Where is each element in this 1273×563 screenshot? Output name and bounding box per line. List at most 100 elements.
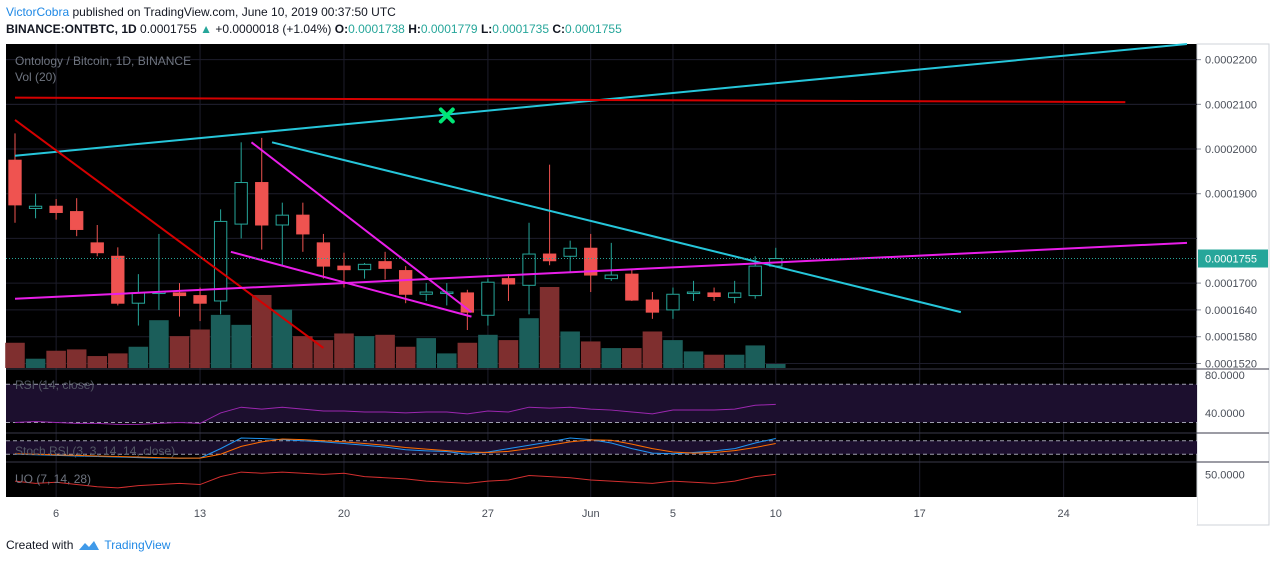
price-change: +0.0000018 (+1.04%) xyxy=(215,22,332,36)
volume-bar xyxy=(46,350,66,368)
uo-line xyxy=(14,471,776,489)
volume-bar xyxy=(149,320,169,368)
time-tick-label: 17 xyxy=(914,508,926,520)
candle-up xyxy=(666,293,680,311)
price-tick-label: 0.0002200 xyxy=(1205,55,1257,67)
volume-bar xyxy=(87,356,108,368)
volume-bar xyxy=(395,346,416,368)
volume-bar xyxy=(704,354,724,368)
chart-title: Ontology / Bitcoin, 1D, BINANCE xyxy=(15,54,191,68)
high-label: H: xyxy=(408,22,421,36)
marker-stroke xyxy=(438,107,455,124)
publish-line: VictorCobra published on TradingView.com… xyxy=(6,5,396,19)
candle-down xyxy=(378,261,392,269)
candle-down xyxy=(193,295,207,304)
tradingview-brand-link[interactable]: TradingView xyxy=(104,538,171,552)
rsi-label: RSI (14, close) xyxy=(15,378,94,392)
tradingview-cloud-icon xyxy=(79,541,100,550)
trendline-ascending-magenta xyxy=(14,241,1188,300)
candle-down xyxy=(398,270,413,295)
candle-up xyxy=(213,220,228,302)
trendline-horizontal-resistance-red xyxy=(14,96,1126,104)
trendline-wedge-lower-magenta xyxy=(230,250,472,318)
volume-bar xyxy=(478,334,498,368)
target-x-marker xyxy=(438,107,455,124)
open-label: O: xyxy=(334,22,349,36)
close-value: 0.0001755 xyxy=(565,22,622,36)
volume-bar xyxy=(745,345,765,368)
open-value: 0.0001738 xyxy=(348,22,405,36)
rsi-band-fill xyxy=(6,384,1197,423)
volume-bar xyxy=(724,354,745,368)
price-tick-label: 0.0001700 xyxy=(1205,278,1257,290)
trendline-wedge-upper-magenta xyxy=(250,141,473,313)
candle-down xyxy=(255,182,269,226)
candle-up xyxy=(727,292,742,298)
rsi-tick-label: 80.0000 xyxy=(1205,370,1245,382)
candle-down xyxy=(645,299,660,313)
candle-down xyxy=(90,242,104,254)
candle-up xyxy=(28,205,43,209)
volume-bar xyxy=(108,353,128,368)
symbol-label: BINANCE:ONTBTC, 1D xyxy=(6,22,137,36)
uo-label: UO (7, 14, 28) xyxy=(15,472,91,486)
price-tick-label: 0.0001640 xyxy=(1205,305,1257,317)
volume-bar xyxy=(251,294,272,368)
volume-bar xyxy=(457,342,478,368)
low-label: L: xyxy=(480,22,493,36)
candle-down xyxy=(707,292,721,297)
volume-bar xyxy=(272,309,293,368)
candle-down xyxy=(172,292,187,297)
candle-down xyxy=(316,242,331,267)
candle-up xyxy=(481,281,495,316)
stoch-d-line xyxy=(14,438,776,459)
candle-up xyxy=(419,291,433,295)
candle-up xyxy=(563,247,577,257)
candle-down xyxy=(8,159,22,206)
volume-bar xyxy=(766,364,786,368)
volume-bar xyxy=(231,324,251,368)
price-axis xyxy=(1196,43,1270,526)
volume-bar xyxy=(437,353,457,368)
candle-down xyxy=(70,211,84,230)
last-price-label-bg xyxy=(1198,249,1268,268)
volume-bar xyxy=(128,346,149,368)
trendline-descending-red xyxy=(14,119,325,349)
close-label: C: xyxy=(552,22,566,36)
time-axis xyxy=(6,497,1197,525)
price-tick-label: 0.0001900 xyxy=(1205,189,1257,201)
volume-bar xyxy=(66,349,87,368)
volume-bar xyxy=(663,340,683,368)
volume-bar xyxy=(354,336,375,368)
candle-down xyxy=(625,273,639,301)
time-tick-label: 27 xyxy=(482,508,494,520)
candle-down xyxy=(501,278,516,285)
candle-down xyxy=(337,265,351,271)
last-price-label: 0.0001755 xyxy=(1205,254,1257,266)
price-tick-label: 0.0002100 xyxy=(1205,99,1257,111)
volume-bar xyxy=(210,314,231,368)
volume-bar xyxy=(416,338,436,368)
time-tick-label: 10 xyxy=(770,508,782,520)
up-arrow-icon: ▲ xyxy=(200,22,212,36)
volume-bar xyxy=(601,348,622,368)
footer: Created with TradingView xyxy=(6,538,170,552)
volume-bar xyxy=(498,340,519,368)
last-price: 0.0001755 xyxy=(140,22,197,36)
price-tick-label: 0.0002000 xyxy=(1205,144,1257,156)
volume-bar xyxy=(190,329,210,368)
author-link[interactable]: VictorCobra xyxy=(6,5,70,19)
uo-tick-label: 50.0000 xyxy=(1205,469,1245,481)
time-tick-label: 24 xyxy=(1058,508,1070,520)
trendline-descending-cyan xyxy=(271,141,962,314)
candle-down xyxy=(542,253,557,262)
candle-down xyxy=(584,247,598,276)
time-tick-label: 13 xyxy=(194,508,206,520)
candle-up xyxy=(522,253,536,286)
volume-bar xyxy=(293,336,313,368)
volume-bar xyxy=(683,351,704,368)
time-tick-label: Jun xyxy=(582,508,600,520)
volume-bar xyxy=(169,336,190,368)
volume-bar xyxy=(519,318,539,368)
